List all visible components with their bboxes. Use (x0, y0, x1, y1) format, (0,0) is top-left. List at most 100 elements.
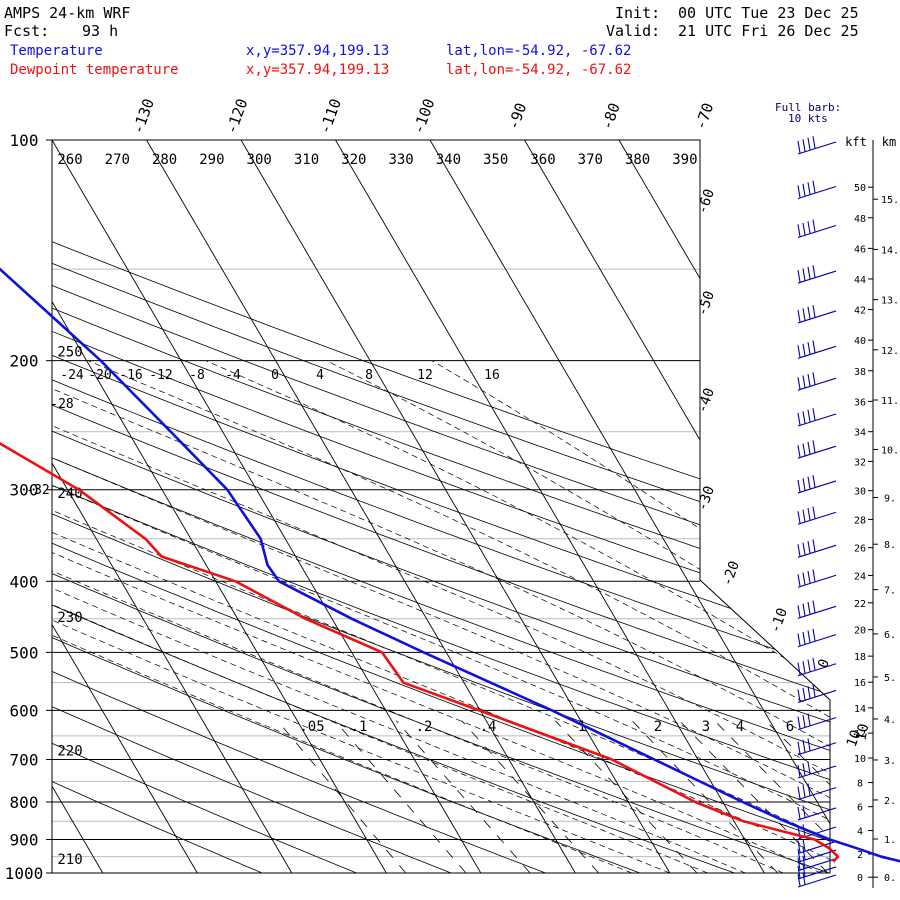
wind-barb (797, 569, 837, 588)
kft-tick-label: 4 (857, 827, 863, 838)
km-tick-label: 15. (881, 195, 899, 206)
dry-adiabat-line (52, 140, 830, 873)
thetae-label: -8 (189, 368, 205, 383)
wind-barb-staff (797, 634, 837, 648)
theta-top-label: 270 (105, 152, 130, 168)
moist-adiabat-line (52, 360, 830, 873)
wind-barb-flag (802, 855, 806, 869)
isotherm-top-label: -70 (691, 100, 717, 132)
init-label: Init: (615, 4, 661, 22)
theta-top-label: 390 (672, 152, 697, 168)
wind-barb-flag (802, 478, 806, 491)
isotherm-right-label: -40 (694, 386, 718, 415)
mixing-ratio-line (334, 720, 467, 873)
wind-barb-flag (807, 602, 811, 615)
legend-temperature-xy: x,y=357.94,199.13 (246, 43, 390, 59)
km-tick-label: 4. (884, 715, 896, 726)
mixing-ratio-line (277, 720, 407, 873)
wind-barb-staff (797, 345, 837, 359)
wind-barb-flag (807, 266, 811, 279)
wind-barb-staff (797, 310, 837, 324)
wind-barb-staff (797, 849, 837, 863)
mixing-ratio-line (714, 720, 830, 873)
kft-tick-label: 12 (854, 729, 866, 740)
wind-barb-flag (797, 511, 801, 524)
wind-barb-flag (807, 476, 811, 489)
km-tick-label: 8. (884, 540, 896, 551)
wind-barb (797, 475, 837, 494)
kft-tick-label: 10 (854, 754, 866, 765)
wind-barb-flag (802, 838, 806, 851)
wind-note-line1: Full barb: (775, 101, 842, 114)
kft-tick-label: 46 (854, 244, 866, 255)
wind-barb-flag (797, 716, 801, 729)
moist-adiabat-line (52, 360, 708, 873)
moist-adiabat-line (52, 360, 784, 873)
km-axis-title: km (882, 135, 896, 149)
thetae-label: 16 (484, 368, 500, 383)
wind-barb (797, 340, 837, 359)
kft-tick-label: 8 (857, 779, 863, 790)
wind-barb-flag (802, 542, 806, 555)
wind-barb-staff (797, 742, 837, 756)
dry-adiabat-line (52, 140, 830, 873)
wind-barb (797, 600, 837, 619)
wind-barb-flag (812, 657, 816, 671)
isotherm-line (524, 140, 830, 873)
pressure-tick-label: 600 (10, 701, 39, 720)
wind-barb-staff (797, 377, 837, 391)
thetae-label: -20 (88, 368, 111, 383)
km-tick-label: 6. (884, 630, 896, 641)
wind-barb-flag (802, 872, 806, 885)
wind-barb (797, 684, 837, 703)
dry-adiabat-line (52, 140, 830, 873)
thetae-label: -12 (149, 368, 172, 383)
wind-barb-staff (797, 413, 837, 427)
dry-adiabat-line (52, 140, 830, 873)
theta-left-label: 230 (57, 610, 82, 626)
wind-barb-staff (797, 840, 837, 854)
theta-top-label: 360 (530, 152, 555, 168)
wind-barb-flag (802, 864, 806, 877)
dewpoint-trace (0, 442, 840, 863)
kft-tick-label: 50 (854, 183, 866, 194)
wind-barb-flag (812, 569, 816, 582)
wind-barb (797, 440, 837, 459)
wind-barb-flag (797, 605, 801, 618)
wind-barb-flag (812, 340, 816, 353)
isotherm-top-label: -90 (504, 100, 530, 132)
wind-barb-flag (807, 713, 811, 726)
kft-tick-label: 34 (854, 428, 866, 439)
wind-barb (797, 180, 837, 200)
wind-barb-flag (807, 221, 811, 234)
wind-barb-flag (812, 628, 816, 641)
isotherm-right-label: -60 (694, 187, 718, 216)
wind-barb-flag (797, 689, 801, 702)
wind-barb-staff (797, 480, 837, 494)
wind-barb-flag (812, 136, 816, 149)
wind-barb-flag (802, 784, 806, 798)
km-tick-label: 7. (884, 586, 896, 597)
wind-barb-flag (797, 786, 801, 799)
theta-top-label: 260 (57, 152, 82, 168)
wind-barb-staff (797, 574, 837, 588)
kft-tick-label: 14 (854, 704, 866, 715)
isotherm-top-label: -100 (409, 96, 438, 136)
wind-barb (797, 864, 837, 880)
wind-barb-flag (802, 740, 806, 753)
wind-barb-flag (797, 309, 801, 323)
wind-barb-staff (797, 807, 837, 821)
isotherm-line (335, 140, 765, 873)
legend-temperature-latlon: lat,lon=-54.92, -67.62 (446, 43, 632, 59)
wind-barb-flag (797, 873, 801, 887)
wind-barb-staff (797, 663, 837, 677)
wind-barb-flag (797, 377, 801, 390)
thetae-label: 0 (271, 368, 279, 383)
dry-adiabat-line (52, 140, 830, 873)
dry-adiabat-line (52, 140, 587, 873)
kft-tick-label: 40 (854, 336, 866, 347)
km-tick-label: 5. (884, 673, 896, 684)
wind-barb-flag (807, 342, 811, 355)
isotherm-line (618, 140, 830, 873)
